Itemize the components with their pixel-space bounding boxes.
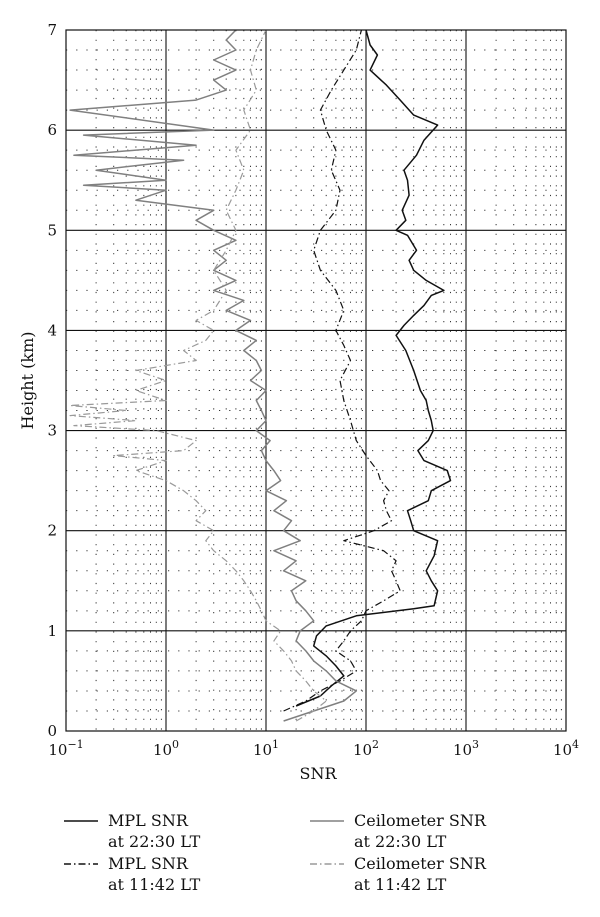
x-tick-label: 10−1 <box>48 738 83 759</box>
series-line-2 <box>283 29 401 712</box>
series-line-1 <box>295 29 452 707</box>
x-tick-label: 101 <box>253 738 279 759</box>
series-layer <box>69 29 452 722</box>
legend: MPL SNR at 22:30 LT MPL SNR at 11:42 LT Ceil… <box>64 811 487 894</box>
y-tick-label: 6 <box>47 121 57 139</box>
y-axis-label: Height (km) <box>18 332 37 430</box>
legend-label-3: Ceilometer SNR <box>354 811 487 830</box>
legend-label-2: at 11:42 LT <box>108 875 201 894</box>
x-axis-label: SNR <box>299 764 337 783</box>
x-tick-label: 104 <box>553 738 579 759</box>
minor-grid <box>66 30 566 731</box>
legend-label-1: at 22:30 LT <box>108 832 201 851</box>
y-tick-label: 4 <box>47 321 57 339</box>
y-tick-label: 0 <box>47 722 57 740</box>
y-tick-label: 3 <box>47 422 57 440</box>
legend-label-4: Ceilometer SNR <box>354 854 487 873</box>
legend-label-3: at 22:30 LT <box>354 832 447 851</box>
x-tick-label: 100 <box>153 738 179 759</box>
y-tick-label: 5 <box>47 221 57 239</box>
series-line-4 <box>69 29 327 722</box>
legend-label-4: at 11:42 LT <box>354 875 447 894</box>
x-tick-label: 103 <box>453 738 479 759</box>
plot-frame <box>65 29 567 732</box>
major-grid <box>66 30 566 731</box>
y-tick-label: 2 <box>47 522 57 540</box>
x-tick-label: 102 <box>353 738 379 759</box>
y-tick-label: 7 <box>47 21 57 39</box>
legend-label-1: MPL SNR <box>108 811 189 830</box>
tick-labels: 10−1 100 101 102 103 104 0 1 2 3 4 5 6 7 <box>47 21 579 759</box>
series-line-3 <box>69 29 358 722</box>
y-tick-label: 1 <box>47 622 57 640</box>
legend-label-2: MPL SNR <box>108 854 189 873</box>
